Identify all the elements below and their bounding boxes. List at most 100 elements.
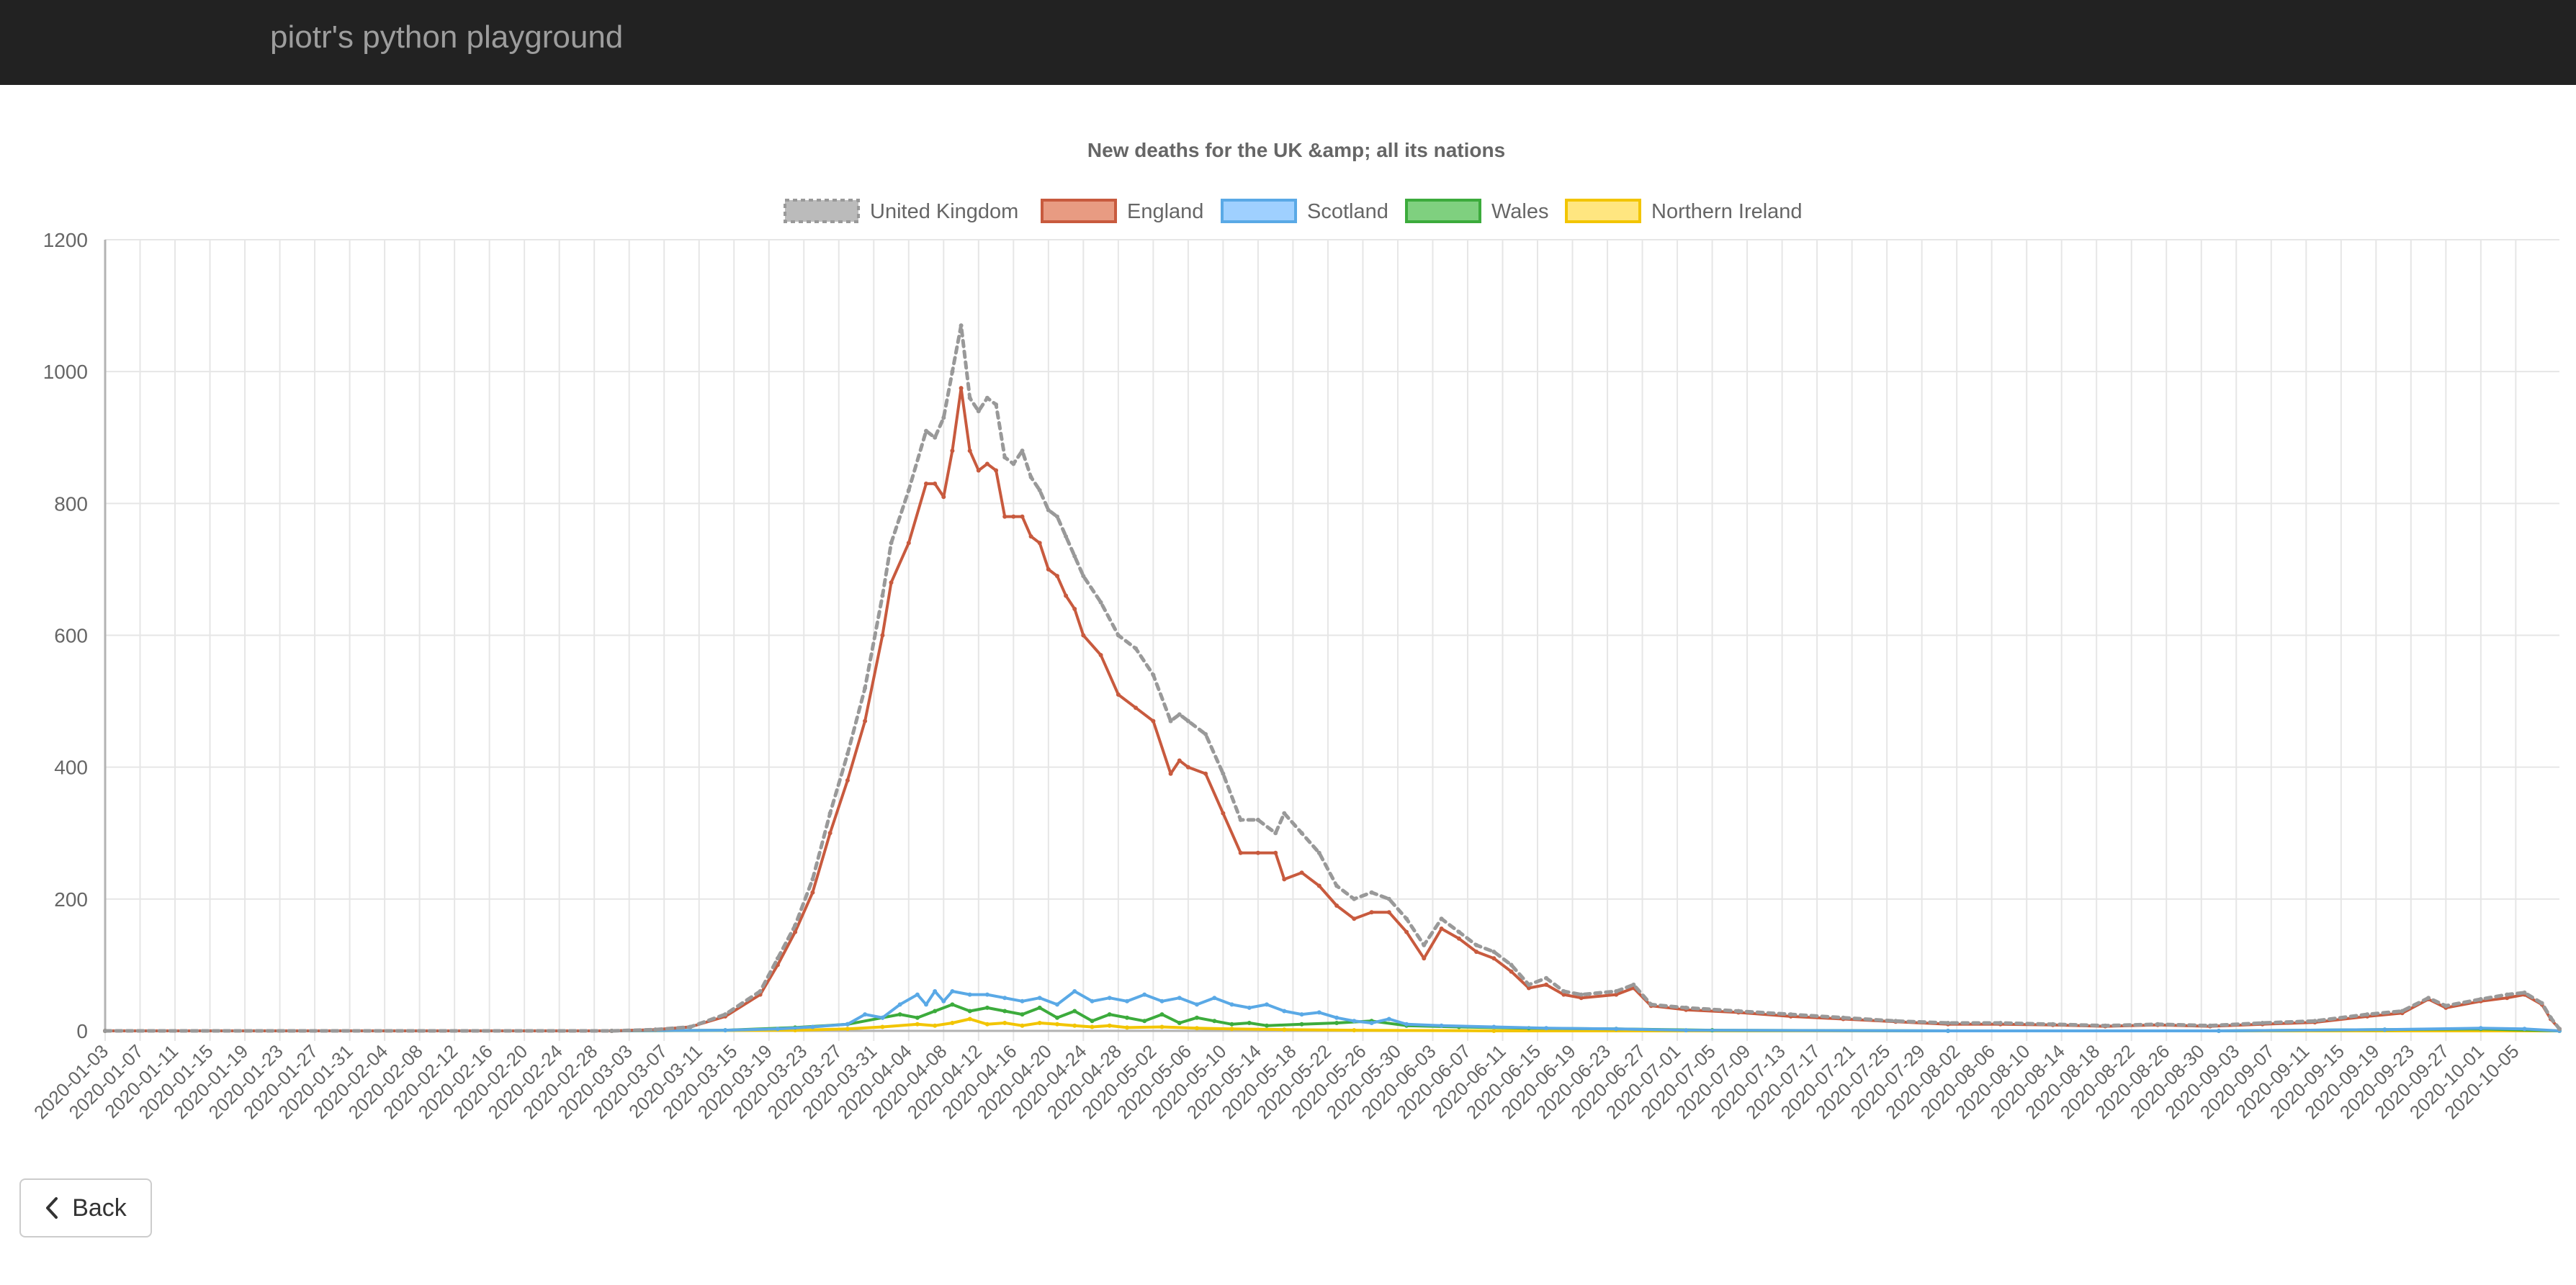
- data-point[interactable]: [1238, 817, 1243, 822]
- data-point[interactable]: [793, 923, 798, 928]
- data-point[interactable]: [1386, 1016, 1391, 1022]
- data-point[interactable]: [1273, 850, 1278, 855]
- data-point[interactable]: [2050, 1022, 2055, 1027]
- data-point[interactable]: [1386, 896, 1391, 901]
- data-point[interactable]: [1195, 1026, 1199, 1031]
- data-point[interactable]: [1684, 1005, 1689, 1010]
- data-point[interactable]: [1185, 718, 1190, 723]
- data-point[interactable]: [1020, 1023, 1025, 1028]
- data-point[interactable]: [1334, 903, 1339, 908]
- data-point[interactable]: [2557, 1027, 2562, 1032]
- data-point[interactable]: [950, 448, 955, 454]
- data-point[interactable]: [1064, 593, 1069, 598]
- data-point[interactable]: [1072, 554, 1077, 559]
- data-point[interactable]: [1116, 692, 1121, 697]
- data-point[interactable]: [933, 435, 938, 440]
- data-point[interactable]: [2505, 992, 2510, 997]
- data-point[interactable]: [1107, 1023, 1112, 1028]
- data-point[interactable]: [1020, 448, 1025, 454]
- data-point[interactable]: [1212, 1019, 1217, 1024]
- data-point[interactable]: [1352, 1019, 1357, 1024]
- data-point[interactable]: [1334, 1021, 1339, 1025]
- data-point[interactable]: [933, 1023, 938, 1028]
- data-point[interactable]: [1037, 488, 1042, 492]
- data-point[interactable]: [2400, 1009, 2405, 1014]
- data-point[interactable]: [1841, 1015, 1846, 1020]
- data-point[interactable]: [2207, 1023, 2212, 1028]
- data-point[interactable]: [1299, 1022, 1304, 1027]
- data-point[interactable]: [984, 1005, 989, 1010]
- data-point[interactable]: [915, 992, 920, 997]
- data-point[interactable]: [1648, 1002, 1653, 1007]
- data-point[interactable]: [1107, 1012, 1112, 1017]
- data-point[interactable]: [1142, 1019, 1147, 1024]
- legend-item[interactable]: England: [1041, 199, 1203, 223]
- data-point[interactable]: [1098, 653, 1103, 657]
- data-point[interactable]: [1439, 926, 1444, 931]
- data-point[interactable]: [2312, 1019, 2317, 1024]
- data-point[interactable]: [941, 415, 946, 420]
- data-point[interactable]: [880, 1015, 885, 1020]
- data-point[interactable]: [863, 685, 868, 690]
- data-point[interactable]: [1788, 1012, 1793, 1017]
- data-point[interactable]: [880, 593, 885, 598]
- data-point[interactable]: [1037, 996, 1042, 1001]
- data-point[interactable]: [933, 481, 938, 486]
- data-point[interactable]: [889, 541, 894, 546]
- data-point[interactable]: [723, 1028, 728, 1033]
- data-point[interactable]: [1081, 633, 1086, 638]
- data-point[interactable]: [775, 956, 780, 961]
- data-point[interactable]: [653, 1027, 658, 1032]
- data-point[interactable]: [1002, 1009, 1007, 1014]
- data-point[interactable]: [2155, 1022, 2160, 1027]
- data-point[interactable]: [1134, 646, 1139, 651]
- data-point[interactable]: [1736, 1009, 1741, 1014]
- data-point[interactable]: [1159, 1024, 1164, 1029]
- data-point[interactable]: [1168, 771, 1173, 776]
- data-point[interactable]: [1526, 982, 1531, 987]
- data-point[interactable]: [1352, 896, 1357, 901]
- data-point[interactable]: [915, 1022, 920, 1027]
- data-point[interactable]: [880, 1024, 885, 1029]
- data-point[interactable]: [2260, 1021, 2265, 1025]
- data-point[interactable]: [1352, 1028, 1357, 1033]
- data-point[interactable]: [845, 1022, 850, 1027]
- data-point[interactable]: [1282, 877, 1287, 882]
- data-point[interactable]: [827, 811, 833, 816]
- data-point[interactable]: [1544, 975, 1549, 980]
- data-point[interactable]: [1055, 514, 1059, 519]
- data-point[interactable]: [1334, 1015, 1339, 1020]
- data-point[interactable]: [924, 481, 928, 486]
- data-point[interactable]: [1998, 1021, 2003, 1025]
- data-point[interactable]: [897, 1012, 902, 1017]
- data-point[interactable]: [1352, 916, 1357, 921]
- data-point[interactable]: [1203, 771, 1208, 776]
- data-point[interactable]: [959, 323, 964, 328]
- data-point[interactable]: [1142, 992, 1147, 997]
- data-point[interactable]: [1221, 771, 1226, 776]
- data-point[interactable]: [1020, 514, 1025, 519]
- data-point[interactable]: [1282, 1027, 1287, 1032]
- data-point[interactable]: [2443, 1004, 2449, 1009]
- data-point[interactable]: [1491, 956, 1496, 961]
- data-point[interactable]: [976, 409, 981, 414]
- data-point[interactable]: [1456, 936, 1461, 941]
- data-point[interactable]: [688, 1024, 693, 1029]
- data-point[interactable]: [723, 1012, 728, 1017]
- data-point[interactable]: [1509, 969, 1514, 974]
- data-point[interactable]: [1238, 850, 1243, 855]
- data-point[interactable]: [1055, 574, 1059, 579]
- data-point[interactable]: [933, 989, 938, 993]
- data-point[interactable]: [845, 778, 850, 783]
- data-point[interactable]: [1474, 950, 1479, 955]
- data-point[interactable]: [1090, 998, 1095, 1004]
- data-point[interactable]: [1177, 712, 1182, 717]
- data-point[interactable]: [1273, 831, 1278, 836]
- data-point[interactable]: [1422, 956, 1427, 961]
- data-point[interactable]: [1247, 1021, 1252, 1025]
- data-point[interactable]: [880, 633, 885, 638]
- data-point[interactable]: [2103, 1023, 2108, 1028]
- data-point[interactable]: [906, 488, 911, 492]
- data-point[interactable]: [1614, 1027, 1619, 1032]
- data-point[interactable]: [775, 1027, 780, 1032]
